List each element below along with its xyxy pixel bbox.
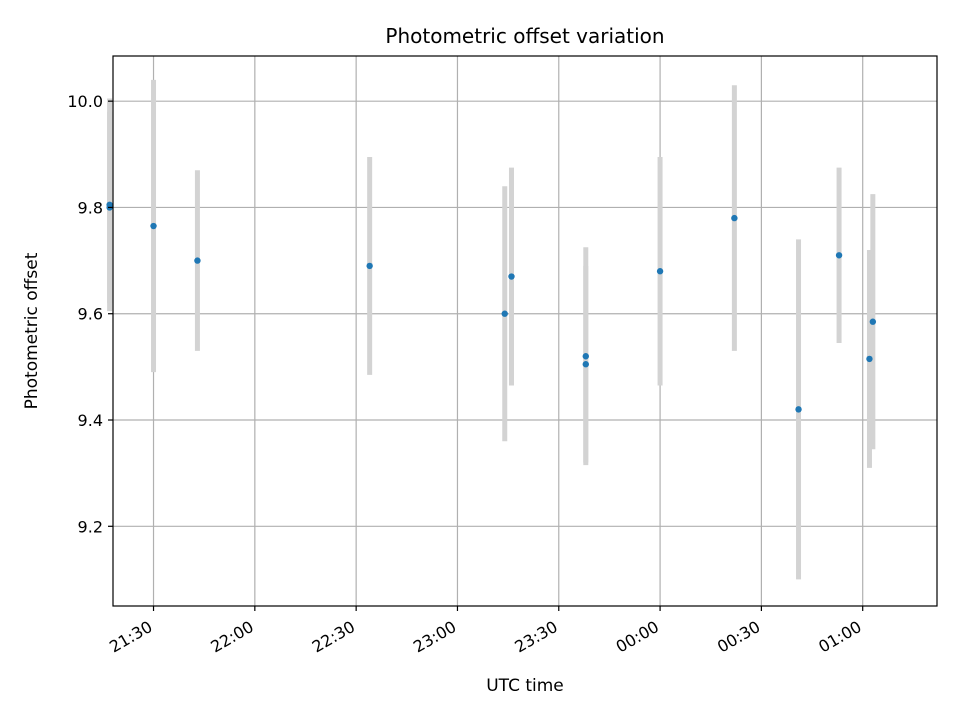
data-point [150, 222, 157, 230]
data-point [835, 252, 843, 259]
y-axis: 9.2 9.4 9.6 9.8 10.0 [67, 92, 113, 536]
data-point [795, 406, 802, 413]
y-tick-label: 9.4 [78, 411, 103, 430]
data-point [731, 214, 738, 222]
y-tick-label: 9.6 [78, 305, 103, 324]
y-tick-label: 9.8 [78, 198, 103, 217]
y-tick-label: 9.2 [78, 517, 103, 536]
data-point [366, 262, 373, 270]
x-axis-title: UTC time [486, 676, 564, 696]
data-point [656, 268, 664, 275]
data-point [869, 318, 877, 325]
data-point [194, 257, 201, 264]
plot-area-frame [112, 55, 938, 607]
data-point [582, 353, 589, 360]
data-point [582, 361, 589, 368]
y-tick-label: 10.0 [67, 92, 103, 111]
data-point [508, 273, 515, 280]
y-axis-title: Photometric offset [22, 252, 42, 409]
data-point [106, 201, 113, 208]
data-point [501, 310, 508, 317]
data-points [106, 201, 877, 413]
data-point [866, 355, 873, 363]
chart-title: Photometric offset variation [385, 24, 664, 48]
